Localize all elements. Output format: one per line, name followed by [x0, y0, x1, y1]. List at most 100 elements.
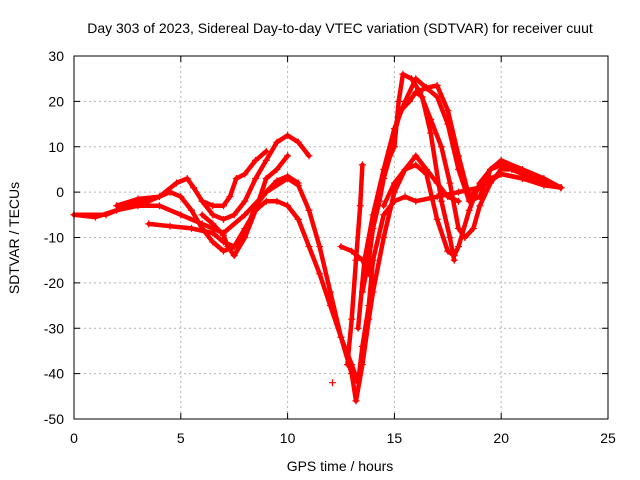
data-point: [305, 243, 313, 251]
data-point: [316, 270, 324, 278]
data-point: [337, 333, 345, 341]
data-point: [102, 211, 110, 219]
data-point: [273, 138, 281, 146]
data-point: [326, 302, 334, 310]
y-tick-label: 30: [48, 48, 64, 64]
data-point: [360, 256, 368, 264]
data-point: [190, 184, 198, 192]
y-axis-label: SDTVAR / TECUs: [6, 182, 22, 294]
data-point: [380, 165, 388, 173]
data-point: [252, 156, 260, 164]
data-point: [209, 211, 217, 219]
data-point: [358, 361, 366, 369]
data-point: [198, 197, 206, 205]
series-line: [199, 153, 290, 258]
x-tick-label: 10: [280, 430, 296, 446]
y-tick-label: 20: [48, 93, 64, 109]
data-point: [444, 193, 452, 201]
data-point: [446, 234, 454, 241]
data-point: [348, 247, 356, 255]
data-point: [352, 256, 360, 264]
y-tick-label: 0: [56, 184, 64, 200]
data-point: [183, 175, 191, 183]
data-point: [145, 220, 153, 228]
data-point: [469, 224, 477, 232]
data-point: [369, 211, 377, 219]
data-point: [418, 93, 426, 101]
data-point: [365, 315, 373, 323]
isolated-points: [328, 379, 336, 387]
data-point: [412, 88, 420, 96]
x-tick-label: 15: [387, 430, 403, 446]
data-point: [390, 179, 398, 187]
data-point: [262, 197, 270, 205]
series-layer: [70, 70, 565, 405]
data-point: [241, 197, 249, 205]
y-tick-label: -40: [44, 366, 64, 382]
data-point: [401, 165, 409, 173]
data-point: [412, 75, 420, 83]
data-series-sat-f: [198, 147, 270, 210]
data-point: [262, 156, 270, 164]
y-tick-label: 10: [48, 139, 64, 155]
data-point: [316, 243, 324, 251]
data-point: [437, 143, 445, 151]
data-point: [557, 184, 565, 192]
data-point: [209, 238, 217, 246]
data-series-sat-e: [198, 152, 292, 260]
y-tick-label: -10: [44, 230, 64, 246]
data-point: [412, 152, 420, 160]
data-point: [134, 195, 142, 203]
data-point: [476, 202, 484, 210]
data-point: [284, 131, 292, 139]
data-point: [232, 175, 240, 183]
data-point: [540, 175, 548, 183]
x-tick-label: 5: [177, 430, 185, 446]
data-point: [356, 202, 364, 210]
data-point: [348, 370, 356, 378]
data-point: [437, 197, 445, 205]
plot-frame: [73, 55, 609, 420]
data-series-sat-h: [343, 161, 366, 369]
data-point: [198, 211, 206, 219]
data-point: [284, 202, 292, 210]
data-point: [155, 193, 163, 201]
y-tick-label: -50: [44, 411, 64, 427]
data-point: [358, 161, 366, 169]
data-point: [273, 197, 281, 205]
data-point: [294, 138, 302, 146]
data-point: [454, 197, 462, 205]
data-point: [328, 379, 336, 387]
data-point: [262, 175, 270, 183]
data-point: [454, 152, 462, 160]
data-point: [220, 247, 228, 255]
data-point: [352, 397, 360, 405]
data-point: [224, 243, 232, 251]
data-point: [465, 193, 473, 201]
data-point: [497, 156, 505, 164]
data-point: [519, 165, 527, 173]
chart-title: Day 303 of 2023, Sidereal Day-to-day VTE…: [87, 20, 593, 36]
data-point: [476, 184, 484, 192]
data-series-sat-k: [380, 152, 462, 210]
data-point: [220, 231, 228, 239]
data-point: [187, 224, 195, 232]
data-point: [454, 243, 462, 251]
data-point: [273, 177, 281, 185]
data-point: [230, 243, 238, 251]
data-point: [401, 193, 409, 201]
data-point: [433, 93, 441, 101]
data-point: [113, 202, 121, 210]
data-point: [454, 188, 462, 196]
y-tick-label: -30: [44, 320, 64, 336]
data-point: [209, 202, 217, 210]
data-point: [380, 202, 388, 210]
data-point: [173, 179, 181, 187]
x-axis-label: GPS time / hours: [287, 458, 394, 474]
data-point: [540, 181, 548, 189]
data-point: [241, 170, 249, 178]
data-point: [497, 170, 505, 178]
y-tick-label: -20: [44, 275, 64, 291]
data-point: [519, 175, 527, 183]
